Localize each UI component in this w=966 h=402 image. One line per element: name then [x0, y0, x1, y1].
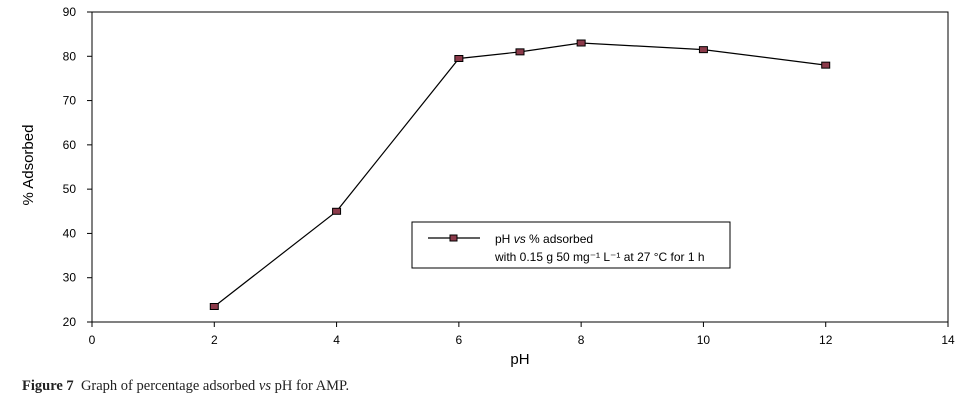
y-tick-label: 20	[63, 315, 77, 329]
x-tick-label: 14	[941, 333, 955, 347]
y-tick-label: 50	[63, 182, 77, 196]
data-point	[698, 46, 708, 54]
y-tick-label: 30	[63, 271, 77, 285]
legend-label-vs: vs	[514, 232, 526, 246]
figure-caption: Figure 7 Graph of percentage adsorbed vs…	[22, 378, 962, 395]
legend-label-line1: pH vs % adsorbed	[495, 232, 593, 246]
legend-box	[411, 221, 731, 269]
caption-text-italic: vs	[258, 378, 271, 394]
x-tick-label: 0	[89, 333, 96, 347]
chart: 0 2 4 6 8 10 12 14 20 30 40 50 60 70 80 90 pH % Adsorb…	[20, 5, 955, 368]
data-point	[454, 55, 464, 62]
y-tick-label: 60	[63, 138, 77, 152]
y-axis-title: % Adsorbed	[20, 125, 37, 206]
plot-area	[91, 11, 949, 323]
x-tick-label: 6	[456, 333, 463, 347]
x-axis: 0 2 4 6 8 10 12 14	[89, 322, 955, 347]
series-layer	[209, 39, 831, 310]
x-tick-label: 2	[211, 333, 218, 347]
legend-marker	[449, 234, 458, 242]
x-axis-title: pH	[510, 351, 529, 368]
legend-label-part3: % adsorbed	[526, 232, 593, 246]
x-tick-label: 4	[333, 333, 340, 347]
legend-label-line2: with 0.15 g 50 mg⁻¹ L⁻¹ at 27 °C for 1 h	[494, 250, 705, 264]
caption-text-before: Graph of percentage adsorbed	[80, 378, 259, 394]
y-tick-label: 90	[63, 5, 77, 19]
x-tick-label: 10	[697, 333, 711, 347]
y-tick-label: 80	[63, 49, 77, 63]
y-tick-label: 40	[63, 226, 77, 240]
data-point	[821, 61, 831, 69]
x-tick-label: 12	[819, 333, 833, 347]
data-point	[515, 48, 525, 56]
caption-text-after: pH for AMP.	[270, 378, 350, 394]
y-tick-label: 70	[63, 94, 77, 108]
data-point	[576, 39, 586, 47]
y-axis: 20 30 40 50 60 70 80 90	[63, 5, 92, 329]
legend: pH vs % adsorbed with 0.15 g 50 mg⁻¹ L⁻¹…	[411, 221, 731, 269]
figure-label: Figure 7	[22, 378, 74, 394]
x-tick-label: 8	[578, 333, 585, 347]
legend-label-part1: pH	[495, 232, 514, 246]
data-point	[209, 303, 219, 310]
data-point	[332, 207, 342, 215]
